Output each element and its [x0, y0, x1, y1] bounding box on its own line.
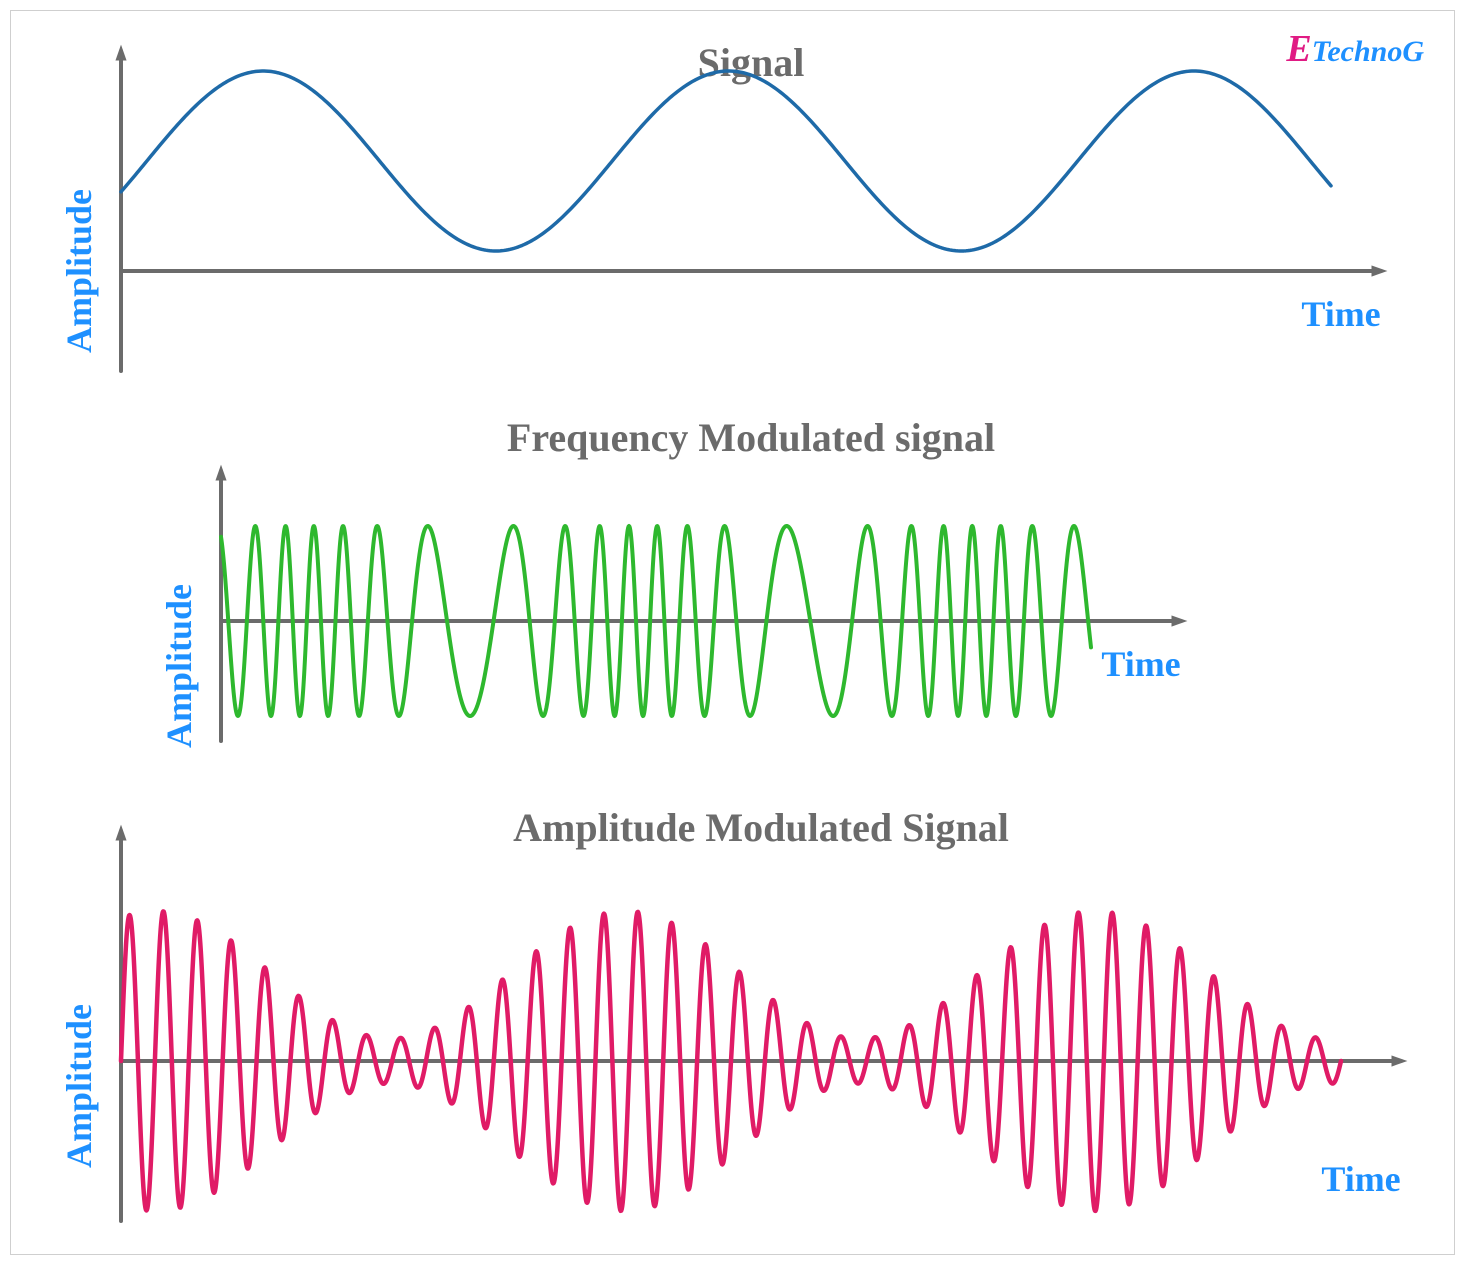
y-axis-label: Amplitude	[59, 1004, 99, 1168]
x-axis-label: Time	[1321, 1159, 1400, 1199]
y-axis-label: Amplitude	[59, 189, 99, 353]
page: ETechnoG AmplitudeTimeSignal AmplitudeTi…	[0, 0, 1465, 1265]
chart-am: Amplitude Time Amplitude Modulated Signal	[51, 781, 1431, 1241]
signal-wave	[121, 71, 1331, 251]
x-axis-label: Time	[1301, 294, 1380, 334]
chart-signal: Amplitude Time Signal	[51, 21, 1411, 401]
chart-title: Amplitude Modulated Signal	[513, 805, 1009, 850]
chart-fm: Amplitude Time Frequency Modulated signal	[161, 411, 1261, 771]
x-axis-label: Time	[1101, 644, 1180, 684]
chart-title: Frequency Modulated signal	[507, 415, 995, 460]
chart-title: Signal	[698, 40, 805, 85]
y-axis-label: Amplitude	[161, 584, 199, 748]
diagram-frame: ETechnoG AmplitudeTimeSignal AmplitudeTi…	[10, 10, 1455, 1255]
